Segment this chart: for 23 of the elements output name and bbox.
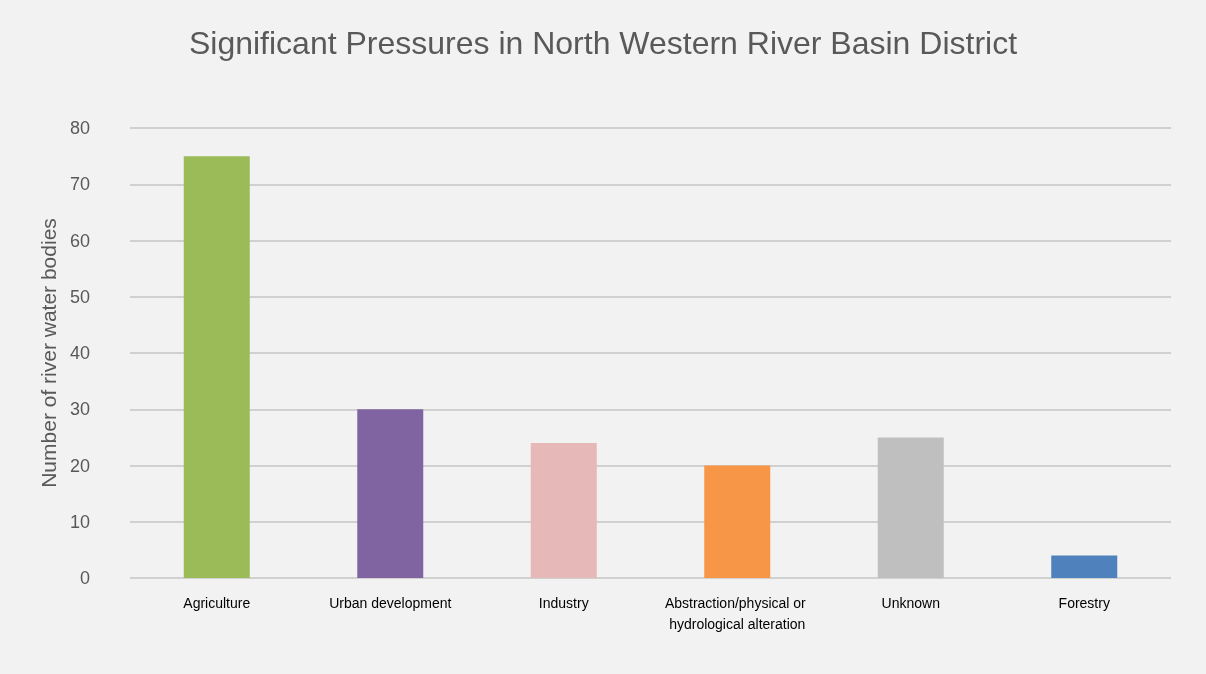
bar (704, 465, 771, 578)
bar (1051, 555, 1118, 578)
x-tick-label: Urban development (329, 594, 452, 611)
y-tick-label: 60 (69, 230, 90, 251)
y-tick-label: 0 (79, 568, 90, 588)
bar (183, 156, 250, 578)
y-axis-title: Number of river water bodies (37, 218, 61, 488)
x-tick-label: Industry (538, 594, 589, 611)
y-tick-label: 50 (69, 286, 90, 307)
y-tick-label: 70 (69, 174, 90, 195)
x-tick-label: Abstraction/physical or hydrological alteration (664, 594, 810, 632)
y-tick-label: 80 (69, 118, 90, 138)
x-tick-label: Unknown (881, 594, 940, 611)
bar (877, 437, 944, 578)
y-tick-label: 40 (69, 343, 90, 363)
y-tick-label: 10 (69, 511, 90, 532)
bar (530, 443, 597, 578)
y-tick-label: 30 (69, 399, 90, 420)
x-tick-label: Agriculture (183, 594, 251, 611)
chart-title: Significant Pressures in North Western River Basin District (188, 25, 1018, 61)
x-tick-label: Forestry (1058, 594, 1110, 611)
bar (357, 409, 424, 578)
y-tick-label: 20 (69, 455, 90, 476)
